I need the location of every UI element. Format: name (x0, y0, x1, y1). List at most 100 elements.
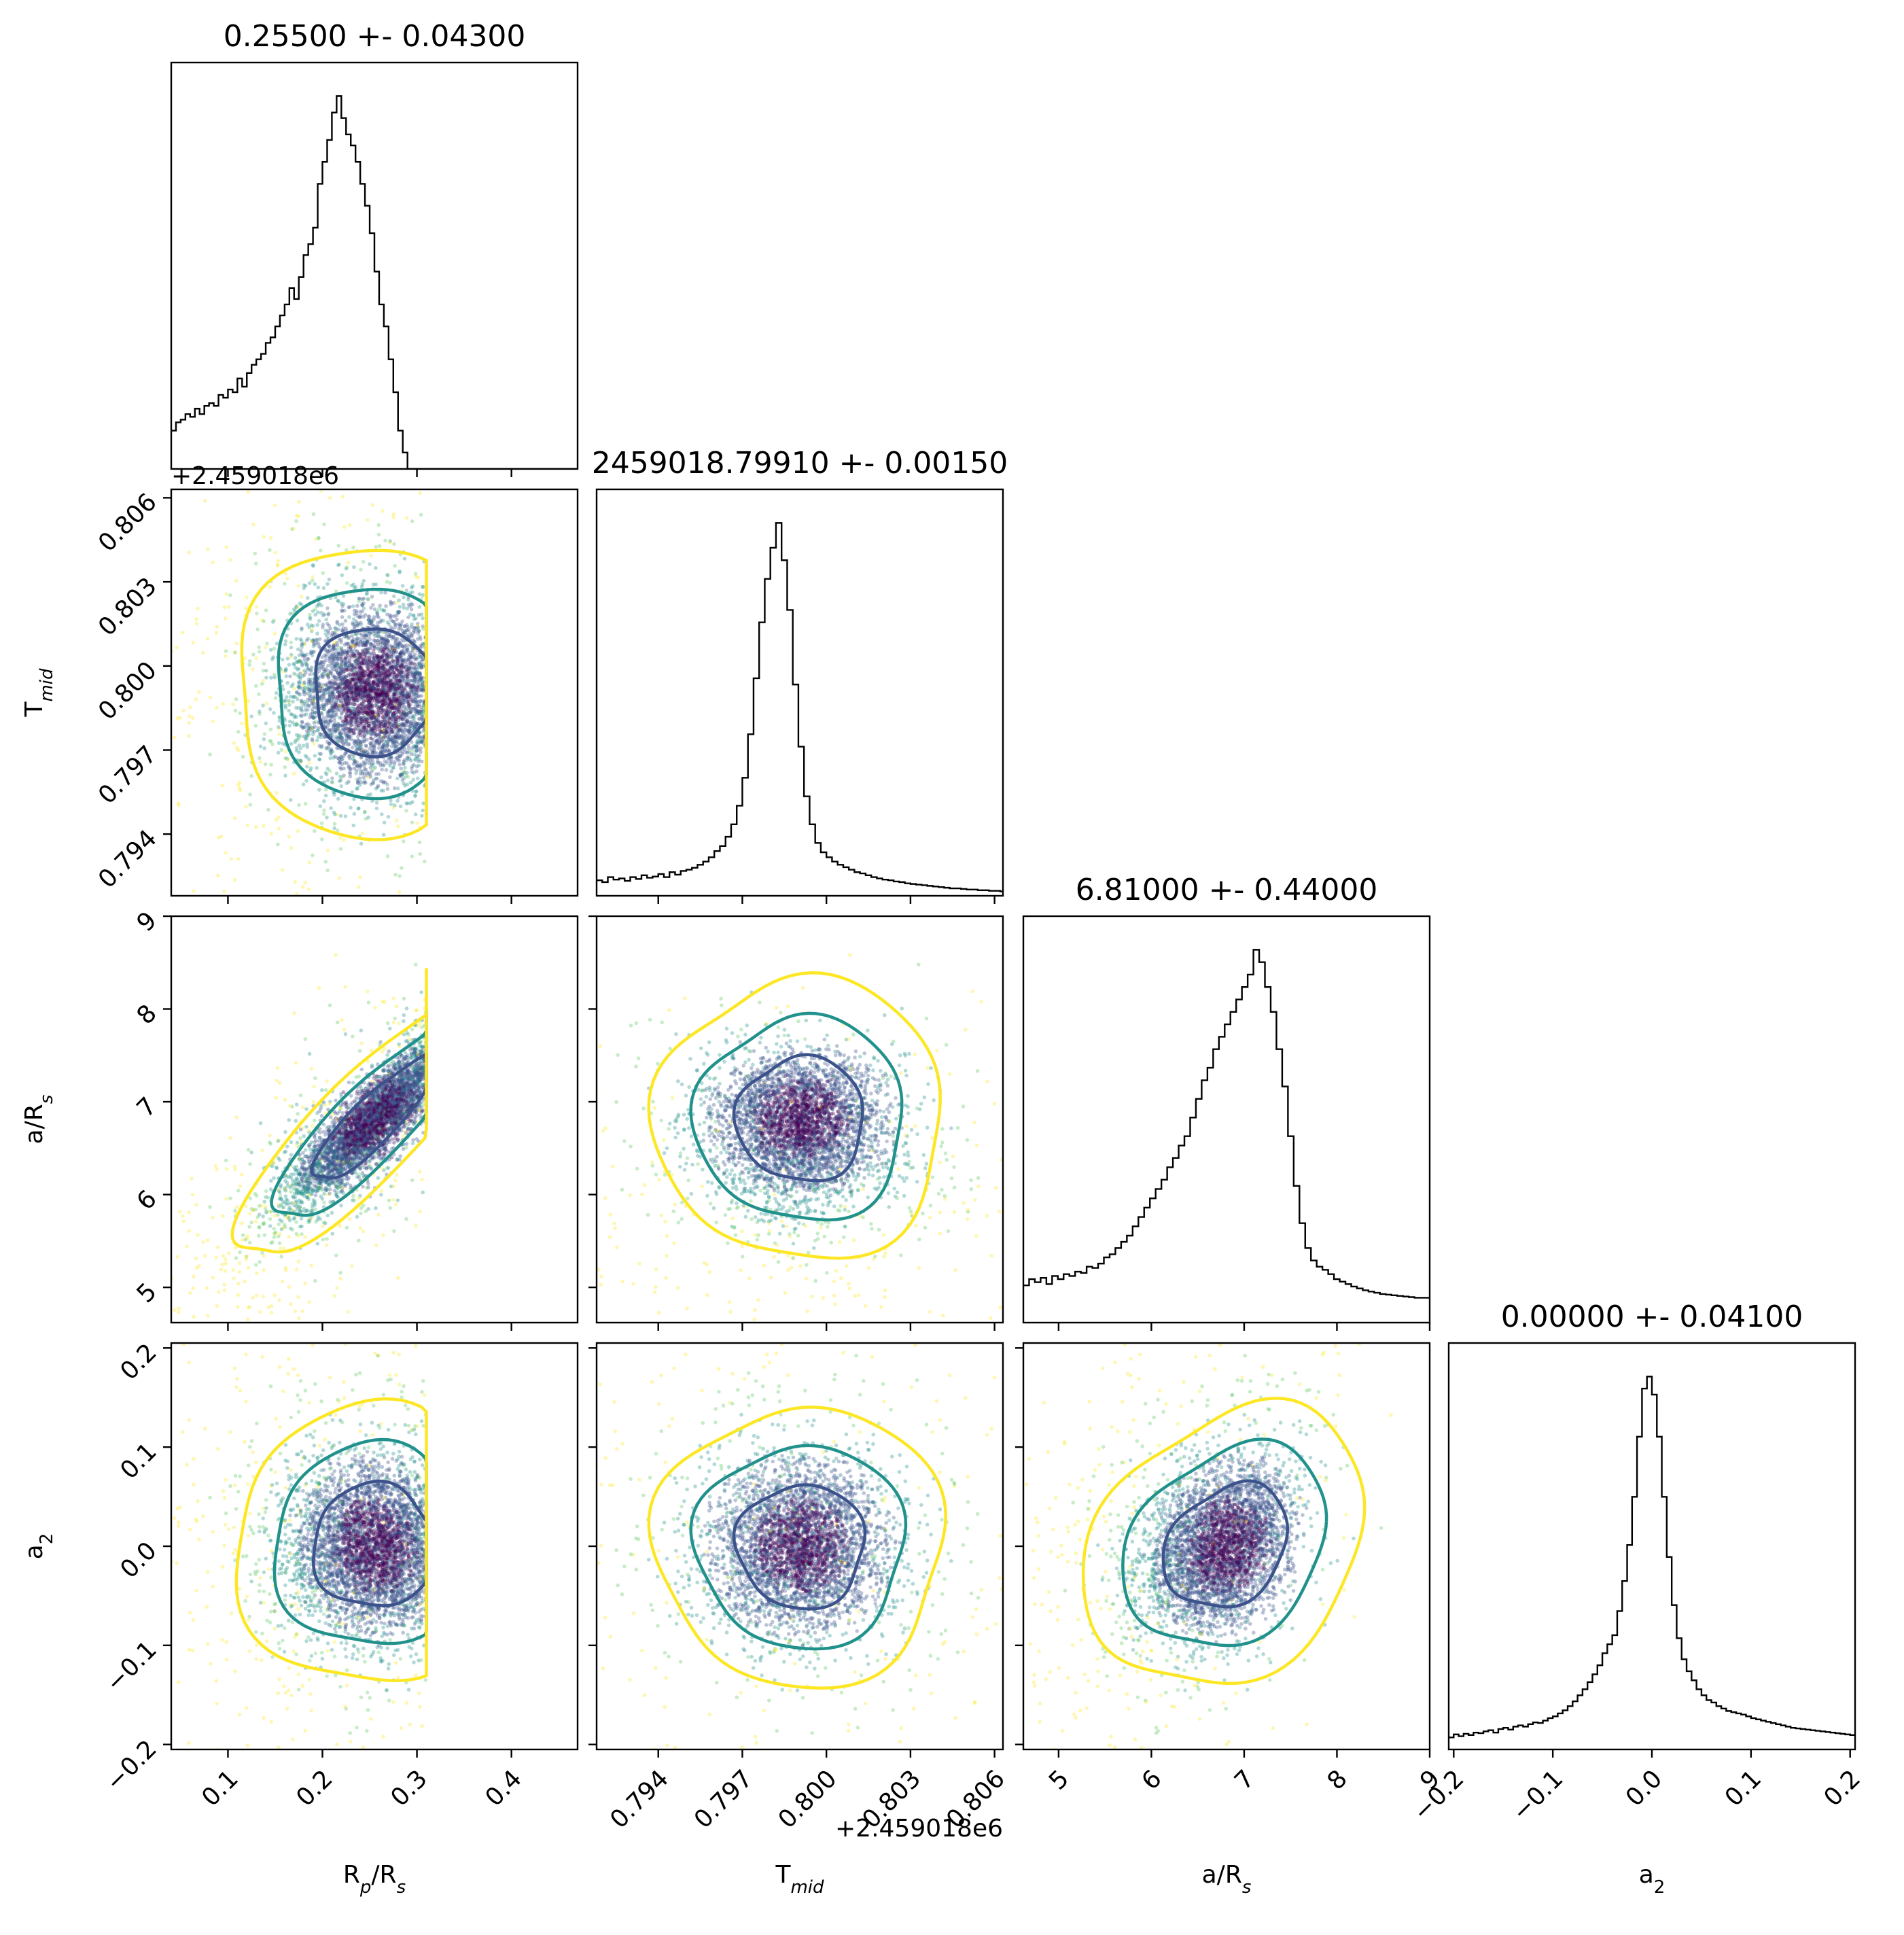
sample-point (192, 1314, 196, 1319)
sample-point (398, 604, 402, 609)
sample-point (413, 692, 417, 696)
sample-point (387, 704, 391, 709)
sample-point (370, 503, 375, 507)
sample-point (340, 757, 344, 762)
sample-point (402, 711, 406, 716)
sample-point (287, 663, 292, 667)
sample-point (373, 659, 378, 663)
sample-point (338, 646, 342, 650)
sample-point (409, 685, 413, 690)
sample-point (391, 670, 395, 674)
sample-point (404, 681, 408, 686)
sample-point (391, 682, 395, 686)
sample-point (405, 801, 410, 805)
sample-point (335, 1286, 339, 1290)
sample-point (381, 666, 386, 671)
panel-title-tmid: 2459018.79910 +- 0.00150 (592, 446, 1008, 481)
sample-point (253, 724, 258, 728)
sample-point (223, 654, 228, 659)
sample-point (360, 747, 365, 752)
sample-point (317, 669, 321, 674)
sample-point (344, 693, 348, 697)
sample-point (311, 699, 316, 703)
sample-point (345, 667, 349, 672)
sample-point (381, 763, 385, 767)
sample-point (406, 674, 410, 679)
sample-point (323, 793, 328, 798)
sample-point (307, 581, 312, 585)
sample-point (319, 674, 323, 678)
sample-point (370, 595, 374, 599)
sample-point (338, 731, 343, 735)
sample-point (400, 659, 405, 663)
sample-point (308, 677, 313, 682)
sample-point (413, 672, 417, 676)
sample-point (233, 708, 238, 713)
sample-point (364, 705, 368, 710)
sample-point (313, 829, 317, 833)
sample-point (294, 715, 299, 719)
sample-point (356, 885, 361, 890)
sample-point (340, 615, 345, 619)
sample-point (262, 737, 266, 742)
sample-point (325, 868, 330, 873)
sample-point (359, 672, 364, 676)
sample-point (272, 618, 276, 623)
sample-point (372, 744, 377, 748)
sample-point (365, 770, 370, 775)
sample-point (317, 788, 321, 792)
sample-point (224, 1197, 228, 1201)
sample-point (347, 686, 351, 691)
sample-point (362, 781, 366, 785)
sample-point (374, 806, 379, 811)
sample-point (368, 688, 373, 693)
sample-point (385, 706, 390, 710)
sample-point (410, 746, 415, 750)
sample-point (369, 606, 373, 610)
sample-point (215, 705, 219, 710)
sample-point (421, 585, 425, 589)
sample-point (343, 814, 348, 818)
sample-point (323, 639, 328, 643)
sample-point (281, 413, 285, 417)
sample-point (375, 611, 379, 615)
sample-point (374, 678, 379, 682)
sample-point (360, 661, 364, 666)
sample-point (376, 523, 381, 527)
sample-point (325, 606, 330, 610)
sample-point (404, 682, 409, 686)
sample-point (359, 568, 363, 572)
sample-point (340, 659, 344, 663)
sample-point (415, 821, 419, 826)
sample-point (406, 699, 410, 704)
sample-point (418, 712, 423, 716)
sample-point (347, 615, 351, 619)
sample-point (374, 565, 378, 570)
sample-point (294, 659, 299, 664)
sample-point (355, 637, 359, 642)
sample-point (381, 780, 386, 785)
sample-point (376, 654, 381, 658)
sample-point (386, 814, 391, 819)
sample-point (228, 593, 232, 597)
sample-point (421, 593, 425, 597)
sample-point (334, 701, 338, 706)
sample-point (380, 681, 384, 685)
sample-point (379, 635, 383, 640)
sample-point (311, 563, 315, 568)
sample-point (292, 722, 297, 727)
sample-point (367, 679, 372, 684)
sample-point (401, 602, 406, 607)
sample-point (378, 761, 383, 765)
sample-point (224, 649, 228, 653)
sample-point (328, 626, 333, 631)
sample-point (232, 816, 237, 820)
sample-point (337, 562, 341, 567)
sample-point (395, 799, 400, 803)
sample-point (328, 749, 332, 753)
histogram-step-tmid (597, 522, 1003, 892)
sample-point (380, 698, 384, 703)
sample-point (355, 787, 359, 791)
sample-point (389, 625, 393, 629)
sample-point (415, 664, 419, 669)
